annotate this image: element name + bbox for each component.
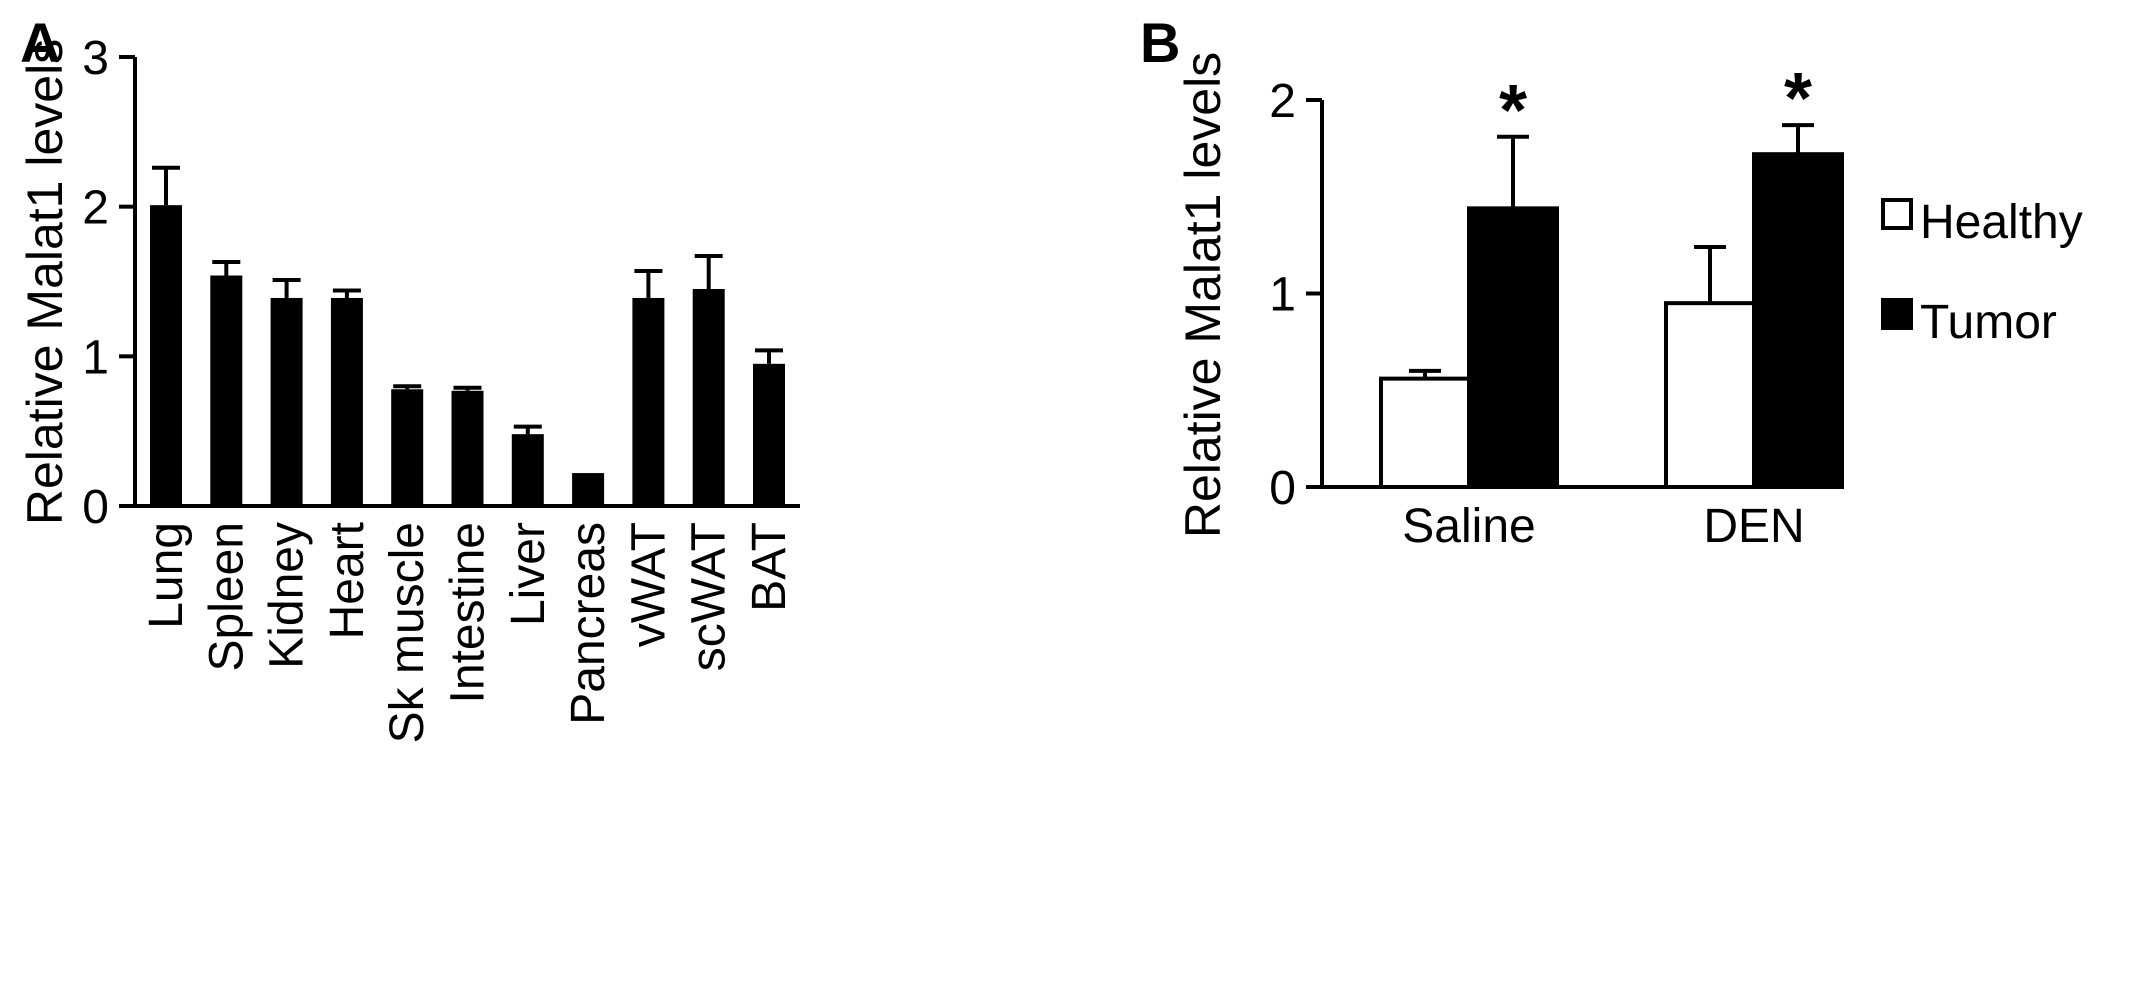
panel-a-category-label: Liver [502,522,555,626]
panel-a-bar [391,389,424,506]
panel-a-y-axis-label: Relative Malat1 levels [17,39,73,525]
panel-b-legend: Healthy Tumor [1881,196,2083,349]
panel-b-letter: B [1140,11,1180,74]
panel-a-category-label: scWAT [683,522,736,671]
panel-a-bar [692,288,725,506]
panel-b-bars: * * [1379,59,1844,490]
panel-a-category-label: vWAT [622,522,675,647]
panel-a-bars [150,165,785,507]
panel-a-y-tick-label: 3 [82,32,109,85]
panel-a-category-label: Intestine [442,522,495,703]
panel-b-y-tick-label: 0 [1269,462,1296,515]
legend-label-tumor: Tumor [1920,296,2057,349]
panel-a-y-tick-label: 2 [82,182,109,235]
panel-a-y-tick-label: 0 [82,481,109,534]
panel-a-bar [632,297,665,506]
panel-a-y-tick-label: 1 [82,331,109,384]
panel-a-letter: A [20,11,60,74]
panel-a-category-label: BAT [743,522,796,612]
panel-a-bar [753,363,785,506]
panel-a-bar-chart: A Relative Malat1 levels 0 1 2 3 Lung Spleen… [17,11,800,743]
panel-a-bar [150,205,182,507]
panel-a-y-ticks: 0 1 2 3 [82,32,135,534]
panel-b-category-label: DEN [1703,500,1804,553]
panel-a-category-label: Heart [321,522,374,639]
panel-a-category-label: Spleen [200,522,253,671]
panel-b-significance-marker: * [1784,59,1812,139]
legend-label-healthy: Healthy [1920,196,2083,249]
panel-a-bar [330,297,363,506]
panel-b-significance-marker: * [1499,71,1527,151]
panel-b-bar-healthy [1664,301,1756,489]
panel-a-category-labels: Lung Spleen Kidney Heart Sk muscle Intestine L… [140,522,796,743]
panel-a-category-label: Kidney [261,522,314,669]
panel-b-category-label: Saline [1402,500,1535,553]
panel-a-bar [210,275,243,506]
panel-a-bar [511,434,544,506]
panel-a-bar [270,297,303,506]
panel-a-category-label: Sk muscle [381,522,434,743]
panel-b-bar-tumor [1467,206,1559,490]
panel-b-y-tick-label: 2 [1269,75,1296,128]
legend-swatch-healthy [1881,198,1913,230]
panel-b-bar-healthy [1379,376,1471,490]
panel-a-bar [451,390,484,506]
panel-b-y-tick-label: 1 [1269,269,1296,322]
panel-b-bar-chart: B Relative Malat1 levels 012 * * Saline DE… [1140,11,2083,553]
panel-b-y-axis-label: Relative Malat1 levels [1175,52,1231,538]
panel-a-bar [572,473,605,506]
panel-b-y-ticks: 0 1 2 [1269,75,1322,515]
panel-a-category-label: Pancreas [562,522,615,725]
panel-a-category-label: Lung [140,522,193,629]
panel-b-bar-tumor [1752,152,1844,489]
panel-b-category-labels: Saline DEN [1402,500,1804,553]
legend-swatch-tumor [1881,298,1913,330]
